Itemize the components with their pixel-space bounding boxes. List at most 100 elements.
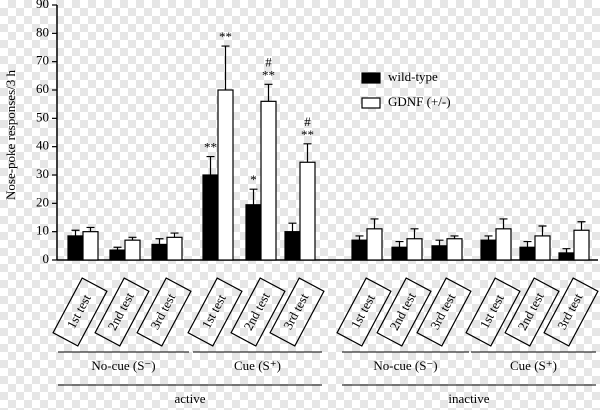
error-bar — [450, 235, 459, 239]
error-bar — [264, 83, 273, 102]
error-bar — [395, 240, 404, 248]
category-frame — [52, 277, 108, 347]
category-frame — [504, 277, 560, 347]
error-bar — [562, 248, 571, 253]
y-tick-label: 60 — [36, 81, 49, 96]
bar — [480, 239, 497, 261]
bar — [351, 239, 368, 261]
bar — [109, 249, 126, 261]
bar — [82, 231, 99, 261]
error-bar — [435, 239, 444, 246]
category-frame — [465, 277, 521, 347]
category-box: 1st test — [187, 277, 243, 347]
bar — [519, 246, 536, 261]
y-tick-label: 30 — [36, 166, 49, 181]
super-group-label: active — [174, 391, 205, 405]
error-bar — [484, 235, 493, 241]
category-frame — [543, 277, 599, 347]
y-tick-label: 20 — [36, 194, 49, 209]
bar — [495, 228, 512, 261]
y-tick-label: 0 — [43, 251, 50, 266]
bar — [366, 228, 383, 261]
y-tick-label: 70 — [36, 53, 49, 68]
bar — [299, 161, 316, 261]
bar — [284, 231, 301, 261]
error-bar — [249, 188, 258, 205]
category-box: 2nd test — [94, 277, 150, 347]
category-frame — [230, 277, 286, 347]
legend-swatch — [361, 97, 381, 109]
significance-marker: ** — [219, 29, 232, 44]
x-tick-label: 2nd test — [240, 289, 273, 332]
y-tick-label: 40 — [36, 138, 49, 153]
group-label: Cue (S⁺) — [510, 358, 557, 373]
bar — [558, 252, 575, 261]
error-bar — [288, 222, 297, 232]
y-tick-label: 50 — [36, 109, 49, 124]
significance-marker: # — [304, 114, 311, 129]
bar — [573, 229, 590, 261]
error-bar — [71, 229, 80, 236]
significance-marker: * — [250, 172, 257, 187]
error-bar — [538, 225, 547, 236]
x-tick-label: 3rd test — [280, 290, 312, 331]
bar — [217, 89, 234, 261]
bar — [245, 204, 262, 261]
error-bar — [355, 235, 364, 241]
legend-swatch — [361, 72, 381, 84]
error-bar — [577, 221, 586, 231]
category-frame — [336, 277, 392, 347]
error-bar — [499, 218, 508, 229]
group-label: No-cue (S⁻) — [373, 358, 437, 373]
significance-marker: ** — [204, 140, 217, 155]
bar — [534, 235, 551, 261]
error-bar — [113, 246, 122, 251]
y-axis-label: Nose-poke responses/3 h — [3, 70, 18, 200]
error-bar — [170, 232, 179, 238]
bar — [202, 174, 219, 261]
significance-marker: ** — [301, 127, 314, 142]
error-bar — [410, 228, 419, 239]
error-bar — [206, 155, 215, 175]
significance-marker: # — [265, 54, 272, 69]
bar — [446, 238, 463, 261]
error-bar — [86, 226, 95, 232]
y-tick-label: 80 — [36, 24, 49, 39]
category-box: 3rd test — [136, 277, 192, 347]
bar — [391, 246, 408, 261]
group-label: No-cue (S⁻) — [91, 358, 155, 373]
category-frame — [187, 277, 243, 347]
bar — [406, 238, 423, 261]
bar — [67, 235, 84, 261]
category-frame — [376, 277, 432, 347]
x-tick-label: 2nd test — [514, 289, 547, 332]
legend-label: GDNF (+/-) — [388, 94, 451, 109]
error-bar — [155, 238, 164, 245]
super-group-label: inactive — [448, 391, 489, 405]
bar — [431, 245, 448, 261]
category-frame — [94, 277, 150, 347]
x-tick-label: 3rd test — [554, 290, 586, 331]
significance-marker: ** — [262, 67, 275, 82]
group-label: Cue (S⁺) — [234, 358, 281, 373]
bar — [166, 236, 183, 261]
error-bar — [303, 143, 312, 163]
x-tick-label: 2nd test — [104, 289, 137, 332]
y-tick-label: 10 — [36, 223, 49, 238]
bar — [260, 100, 277, 261]
category-box: 1st test — [52, 277, 108, 347]
error-bar — [523, 240, 532, 248]
error-bar — [221, 45, 230, 90]
error-bar — [370, 218, 379, 229]
bar — [151, 243, 168, 261]
legend-label: wild-type — [388, 69, 438, 84]
y-tick-label: 90 — [36, 0, 49, 11]
category-frame — [416, 277, 472, 347]
error-bar — [128, 236, 137, 241]
x-tick-label: 3rd test — [147, 290, 179, 331]
category-frame — [269, 277, 325, 347]
bar — [124, 239, 141, 261]
x-tick-label: 2nd test — [386, 289, 419, 332]
x-tick-label: 3rd test — [427, 290, 459, 331]
